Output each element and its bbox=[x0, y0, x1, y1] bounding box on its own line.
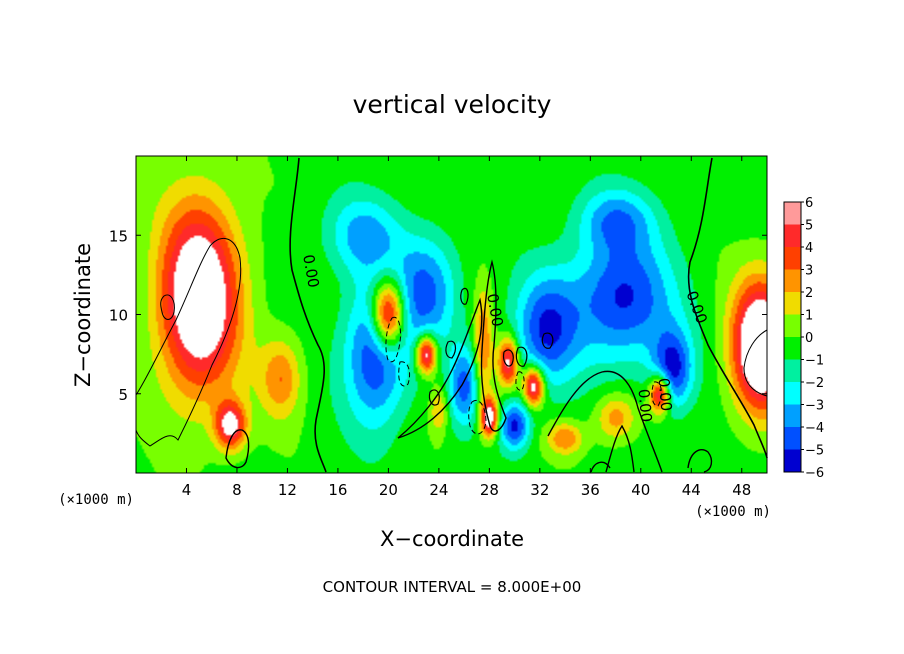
x-tick-label: 4 bbox=[182, 481, 192, 499]
colorbar-label: 0 bbox=[805, 331, 813, 346]
contour-interval-note: CONTOUR INTERVAL = 8.000E+00 bbox=[323, 578, 582, 596]
colorbar-label: 6 bbox=[805, 196, 813, 211]
colorbar-swatch bbox=[784, 382, 801, 405]
zero-contour bbox=[428, 389, 440, 406]
positive-contour bbox=[135, 237, 242, 447]
colorbar-swatch bbox=[784, 314, 801, 337]
x-tick-label: 48 bbox=[732, 481, 751, 499]
chart-title: vertical velocity bbox=[353, 90, 552, 119]
velocity-field bbox=[136, 156, 767, 473]
x-tick-label: 12 bbox=[278, 481, 297, 499]
y-tick-label: 10 bbox=[109, 307, 128, 325]
colorbar-label: 2 bbox=[805, 286, 813, 301]
zero-contour bbox=[590, 461, 611, 473]
colorbar-swatch bbox=[784, 269, 801, 292]
zero-contour bbox=[503, 349, 514, 367]
x-unit-label: (×1000 m) bbox=[58, 492, 134, 508]
colorbar-label: 3 bbox=[805, 264, 813, 279]
zero-contour bbox=[289, 157, 327, 473]
x-tick-label: 24 bbox=[429, 481, 448, 499]
colorbar-label: −5 bbox=[805, 444, 824, 459]
contour-label: 0.00 bbox=[483, 292, 507, 328]
zero-contour bbox=[605, 424, 635, 473]
contour-label: 0.00 bbox=[635, 388, 656, 423]
colorbar-label: −2 bbox=[805, 376, 824, 391]
zero-contour bbox=[445, 340, 457, 359]
x-tick-label: 20 bbox=[379, 481, 398, 499]
y-tick-label: 5 bbox=[118, 386, 128, 404]
x-tick-label: 28 bbox=[480, 481, 499, 499]
colorbar-swatch bbox=[784, 449, 801, 472]
x-unit-label-right: (×1000 m) bbox=[695, 504, 771, 520]
x-tick-label: 16 bbox=[328, 481, 347, 499]
colorbar-swatch bbox=[784, 404, 801, 427]
negative-contour bbox=[398, 361, 411, 387]
zero-contour bbox=[460, 287, 469, 305]
colorbar-label: −1 bbox=[805, 354, 824, 369]
colorbar-swatch bbox=[784, 247, 801, 270]
x-axis-label: X−coordinate bbox=[380, 527, 524, 551]
positive-contour bbox=[743, 329, 768, 397]
colorbar-swatch bbox=[784, 224, 801, 247]
x-tick-label: 32 bbox=[530, 481, 549, 499]
contour-labels: 0.00 0.00 0.00 0.00 0.00 bbox=[299, 253, 711, 423]
x-axis: 4 8 12 16 20 24 28 32 36 40 44 48 bbox=[182, 156, 751, 499]
x-tick-label: 44 bbox=[682, 481, 701, 499]
colorbar-swatch bbox=[784, 337, 801, 360]
colorbar-label: −6 bbox=[805, 466, 824, 481]
positive-contour bbox=[160, 294, 175, 320]
plot-area: 0.00 0.00 0.00 0.00 0.00 4 8 12 16 20 24 28 32 3… bbox=[109, 155, 768, 499]
contour-label: 0.00 bbox=[299, 253, 323, 289]
colorbar-label: 5 bbox=[805, 219, 813, 234]
y-axis-label: Z−coordinate bbox=[71, 243, 95, 387]
negative-contour bbox=[385, 316, 401, 363]
negative-contour bbox=[515, 371, 525, 391]
x-tick-label: 8 bbox=[232, 481, 242, 499]
negative-contour bbox=[651, 381, 662, 407]
colorbar-label: 1 bbox=[805, 309, 813, 324]
negative-contour bbox=[468, 400, 487, 435]
zero-contour bbox=[515, 346, 528, 367]
contour-label: 0.00 bbox=[655, 377, 676, 412]
colorbar-label: −3 bbox=[805, 399, 824, 414]
zero-contour bbox=[687, 449, 713, 473]
colorbar-swatch bbox=[784, 359, 801, 382]
zero-contour bbox=[225, 429, 250, 469]
colorbar: 6 5 4 3 2 1 0 −1 −2 −3 −4 −5 −6 bbox=[783, 196, 824, 481]
zero-contour bbox=[687, 157, 768, 459]
colorbar-swatch bbox=[784, 292, 801, 315]
y-tick-label: 15 bbox=[109, 227, 128, 245]
x-tick-label: 40 bbox=[631, 481, 650, 499]
colorbar-label: 4 bbox=[805, 241, 813, 256]
colorbar-label: −4 bbox=[805, 421, 824, 436]
colorbar-swatch bbox=[784, 427, 801, 450]
colorbar-swatch bbox=[784, 202, 801, 225]
zero-contour bbox=[480, 259, 507, 432]
zero-contour bbox=[541, 332, 554, 349]
contour-lines bbox=[135, 157, 768, 473]
zero-contour bbox=[547, 370, 663, 473]
x-tick-label: 36 bbox=[581, 481, 600, 499]
y-axis: 5 10 15 bbox=[109, 227, 767, 404]
